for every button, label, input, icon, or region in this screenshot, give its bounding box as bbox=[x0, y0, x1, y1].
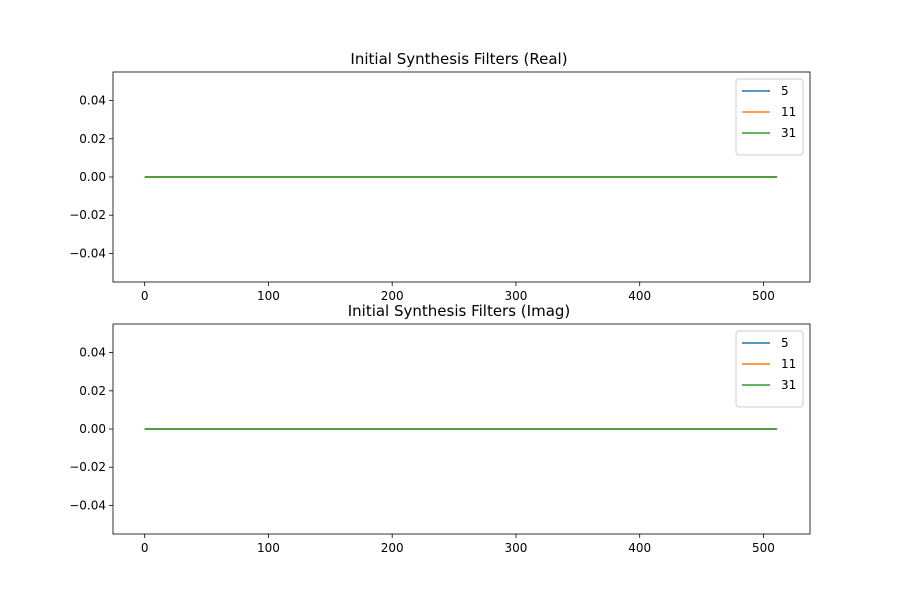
subplot-imag: Initial Synthesis Filters (Imag) 0 100 200… bbox=[69, 302, 811, 555]
y-tick-label: −0.04 bbox=[69, 246, 106, 260]
x-tick-label: 200 bbox=[381, 289, 404, 303]
legend-label: 31 bbox=[781, 378, 796, 392]
y-tick-label: 0.00 bbox=[79, 170, 106, 184]
x-tick-label: 400 bbox=[628, 289, 651, 303]
x-tick-label: 200 bbox=[381, 541, 404, 555]
legend-label: 31 bbox=[781, 126, 796, 140]
legend-label: 5 bbox=[781, 336, 789, 350]
y-tick-label: 0.04 bbox=[79, 94, 106, 108]
x-tick-label: 0 bbox=[141, 289, 149, 303]
legend-label: 5 bbox=[781, 84, 789, 98]
subplot-real: Initial Synthesis Filters (Real) 0 100 200… bbox=[69, 50, 811, 303]
legend: 5 11 31 bbox=[735, 330, 804, 408]
x-tick-label: 300 bbox=[505, 289, 528, 303]
y-tick-label: 0.02 bbox=[79, 384, 106, 398]
y-tick-label: −0.02 bbox=[69, 208, 106, 222]
x-tick-label: 100 bbox=[257, 289, 280, 303]
y-tick-label: −0.04 bbox=[69, 498, 106, 512]
legend-label: 11 bbox=[781, 105, 796, 119]
legend: 5 11 31 bbox=[735, 78, 804, 156]
x-tick-label: 400 bbox=[628, 541, 651, 555]
legend-label: 11 bbox=[781, 357, 796, 371]
y-tick-label: −0.02 bbox=[69, 460, 106, 474]
x-tick-label: 100 bbox=[257, 541, 280, 555]
y-tick-label: 0.00 bbox=[79, 422, 106, 436]
legend-box bbox=[735, 330, 804, 408]
y-tick-label: 0.02 bbox=[79, 132, 106, 146]
legend-box bbox=[735, 78, 804, 156]
subplot-title: Initial Synthesis Filters (Real) bbox=[350, 50, 567, 68]
x-tick-label: 500 bbox=[752, 541, 775, 555]
y-tick-label: 0.04 bbox=[79, 346, 106, 360]
x-tick-label: 0 bbox=[141, 541, 149, 555]
x-tick-label: 500 bbox=[752, 289, 775, 303]
subplot-title: Initial Synthesis Filters (Imag) bbox=[348, 302, 571, 320]
x-tick-label: 300 bbox=[505, 541, 528, 555]
